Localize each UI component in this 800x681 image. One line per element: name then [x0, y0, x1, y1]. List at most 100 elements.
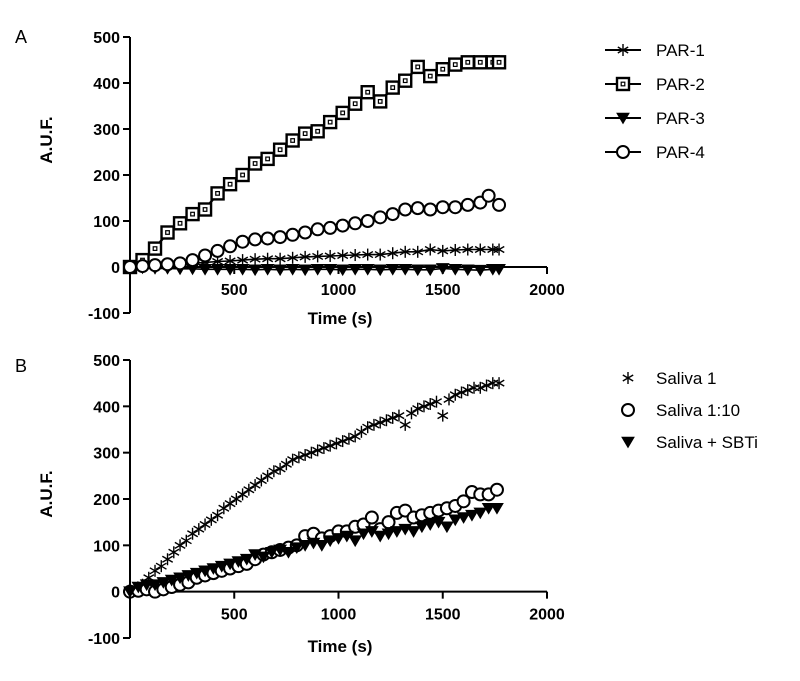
panel-a-data-point — [273, 264, 287, 277]
panel-b-data-point — [249, 479, 261, 492]
panel-b-y-axis-title: A.U.F. — [37, 470, 56, 517]
panel-b-data-point — [239, 553, 254, 566]
panel-b-data-point — [364, 510, 379, 525]
panel-a-data-point — [474, 243, 486, 256]
panel-a-data-point — [387, 247, 399, 260]
panel-a-data-point — [349, 249, 361, 262]
panel-b-series-3 — [123, 502, 504, 599]
panel-a-data-point — [385, 207, 400, 222]
panel-a-data-point — [335, 105, 350, 121]
panel-b-data-point — [168, 546, 180, 559]
panel-a-series-4 — [123, 188, 507, 274]
panel-a-x-tick-label: 500 — [221, 282, 248, 299]
panel-a-y-axis-title: A.U.F. — [37, 116, 56, 163]
panel-a-y-tick-label: -100 — [88, 306, 120, 323]
panel-b-data-point — [490, 502, 504, 515]
panel-b-data-point — [274, 462, 286, 475]
legend-label: PAR-1 — [656, 41, 705, 60]
panel-a-data-point — [473, 55, 488, 70]
panel-b-data-point — [424, 398, 436, 411]
panel-b-data-point — [214, 560, 229, 573]
panel-b-data-point — [462, 384, 474, 397]
panel-b-data-point — [189, 567, 204, 580]
panel-b-data-point — [123, 586, 137, 599]
panel-b-data-point — [287, 453, 299, 466]
legend-marker — [621, 403, 635, 417]
panel-b-data-point — [156, 577, 171, 589]
panel-b-data-point — [437, 409, 449, 422]
panel-b-legend-entry: Saliva 1:10 — [621, 401, 740, 420]
panel-a-data-point — [198, 248, 213, 263]
panel-b-data-point — [149, 564, 161, 577]
panel-a-y-tick-label: 400 — [93, 76, 120, 93]
panel-a-y-tick-label: 200 — [93, 168, 120, 185]
panel-b-data-point — [418, 400, 430, 413]
panel-a-data-point — [348, 216, 363, 231]
panel-a-x-tick-label: 1000 — [321, 282, 357, 299]
panel-b-data-point — [456, 494, 471, 509]
panel-b-letter: B — [15, 356, 27, 376]
panel-a-data-point — [274, 252, 286, 265]
panel-a-data-point — [172, 216, 188, 231]
panel-b-y-tick-label: 200 — [93, 492, 120, 509]
panel-a-y-tick-label: 100 — [93, 214, 120, 231]
panel-a-data-point — [460, 197, 475, 212]
panel-b-data-point — [489, 482, 504, 497]
panel-a-data-point — [210, 243, 225, 258]
panel-b-data-point — [387, 411, 399, 424]
panel-b-y-tick-label: 0 — [111, 585, 120, 602]
panel-a-data-point — [298, 225, 313, 240]
panel-b-data-point — [161, 553, 174, 566]
panel-a-series-line — [129, 61, 499, 269]
panel-a-data-point — [398, 264, 413, 276]
panel-a-data-point — [360, 214, 375, 228]
panel-b-data-point — [206, 563, 221, 575]
panel-a-data-point — [492, 197, 507, 212]
panel-a-data-point — [323, 264, 338, 276]
panel-a-x-tick-label: 2000 — [529, 282, 565, 299]
panel-a-data-point — [360, 264, 375, 276]
panel-a-data-point — [312, 250, 324, 263]
panel-b-data-point — [406, 526, 421, 538]
panel-a-data-point — [135, 259, 150, 274]
panel-a-data-point — [160, 257, 175, 272]
panel-a-data-point — [299, 250, 311, 263]
panel-a-data-point — [373, 94, 388, 109]
panel-b-data-point — [243, 483, 255, 496]
panel-a-data-point — [448, 57, 463, 72]
panel-b-data-point — [289, 542, 304, 555]
panel-b-data-point — [237, 488, 249, 501]
panel-a-data-point — [298, 264, 313, 277]
panel-b-data-point — [193, 523, 205, 536]
panel-b-data-point — [381, 515, 396, 530]
panel-b-data-point — [181, 570, 196, 582]
panel-a-data-point — [198, 264, 212, 276]
panel-a-data-point — [373, 264, 388, 277]
panel-b-data-point — [393, 409, 405, 422]
panel-b-y-tick-label: 400 — [93, 399, 120, 416]
panel-a-data-point — [373, 210, 388, 225]
panel-a-data-point — [273, 230, 288, 245]
panel-a-data-point — [385, 80, 400, 95]
panel-a-data-point — [235, 167, 250, 183]
legend-marker — [616, 112, 630, 125]
panel-a-data-point — [423, 202, 438, 217]
panel-b-y-tick-label: -100 — [88, 631, 120, 648]
panel-b-data-point — [223, 558, 237, 571]
legend-marker — [617, 44, 629, 56]
panel-a-data-point — [435, 62, 450, 77]
legend-label: Saliva 1:10 — [656, 401, 740, 420]
panel-a-y-tick-label: 300 — [93, 122, 120, 139]
panel-a-data-point — [248, 232, 263, 247]
panel-b-data-point — [415, 521, 429, 534]
panel-b-data-point — [155, 560, 167, 573]
panel-b-data-point — [323, 535, 338, 548]
panel-a-data-point — [323, 220, 338, 235]
panel-a-data-point — [322, 114, 338, 130]
panel-a-data-point — [123, 260, 137, 274]
panel-a-data-point — [460, 55, 475, 70]
panel-b-data-point — [212, 509, 224, 522]
panel-b-data-point — [440, 521, 454, 534]
panel-a-legend-entry: PAR-1 — [605, 41, 705, 60]
legend-marker — [615, 76, 631, 92]
